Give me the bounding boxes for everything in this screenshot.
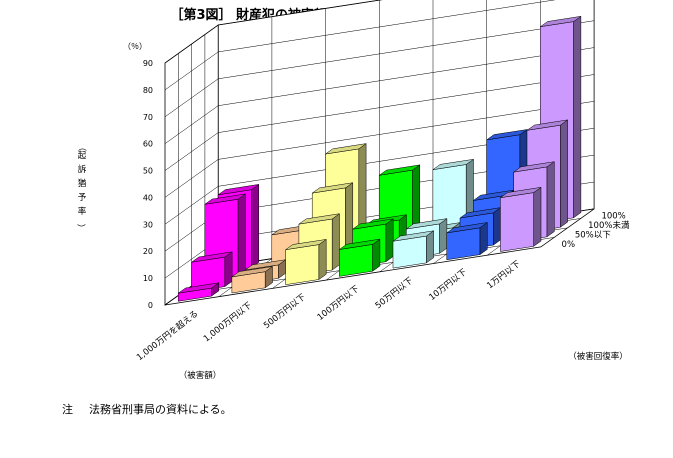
bar-side	[372, 238, 381, 272]
z-axis-title: （被害回復率）	[568, 351, 628, 362]
bar-front	[339, 244, 373, 277]
z-series-label: 50%以下	[575, 231, 611, 241]
x-category-label: 10万円以下	[427, 267, 469, 303]
bar-top	[204, 193, 246, 205]
bar-front	[392, 235, 427, 269]
y-tick-label: 50	[143, 167, 153, 176]
y-tick-label: 0	[148, 301, 153, 310]
gridline-y	[164, 0, 556, 91]
bar-2-0	[285, 238, 327, 285]
bar-side	[479, 222, 488, 256]
z-series-label: 0%	[562, 240, 576, 250]
bar-front	[500, 192, 534, 252]
bar-top	[486, 129, 528, 141]
bar-top	[526, 119, 568, 131]
y-label-char: 起	[78, 151, 87, 161]
chart-bars	[177, 15, 582, 302]
bar-side	[331, 213, 340, 271]
bar-side	[251, 183, 259, 269]
gridline-y	[164, 47, 595, 144]
bar-3-0	[339, 238, 381, 277]
bar-top	[231, 266, 273, 278]
bar-side	[426, 230, 434, 264]
gridline-y	[164, 74, 595, 171]
gridline-y	[164, 127, 595, 225]
y-tick-label: 10	[143, 274, 153, 283]
bar-top	[339, 238, 381, 250]
x-category-label: 1万円以下	[485, 259, 523, 291]
bar-top	[325, 143, 367, 155]
bar-1-0	[231, 266, 273, 294]
x-category-label: 50万円以下	[374, 275, 416, 311]
x-category-label: 500万円以下	[262, 292, 308, 331]
y-tick-label: 80	[143, 86, 153, 95]
y-label-char: 猶	[78, 178, 87, 189]
bar-side	[533, 186, 542, 247]
bar-side	[493, 207, 501, 246]
bar-top	[191, 251, 233, 263]
y-label-char: 訴	[78, 164, 87, 175]
bar-top	[513, 161, 555, 173]
bar-top	[500, 187, 542, 198]
bar-6-0	[500, 186, 542, 252]
bar-top	[312, 182, 353, 194]
source-note: 注 法務省刑事局の資料による。	[62, 401, 232, 417]
bar-front	[285, 244, 320, 285]
bar-0-0	[177, 282, 220, 302]
bar-side	[224, 251, 233, 288]
x-category-label: 1,000万円を超える	[134, 308, 200, 363]
y-label-paren-open: （	[76, 143, 87, 152]
bar-top	[379, 164, 420, 176]
x-category-label: 100万円以下	[316, 284, 362, 323]
y-tick-label: 20	[143, 247, 153, 256]
y-tick-label: 60	[143, 140, 153, 149]
y-label-paren-close: ）	[75, 224, 86, 233]
y-tick-label: 30	[143, 220, 153, 229]
y-unit-label: （％）	[123, 42, 147, 51]
z-series-label: 100%	[601, 212, 625, 222]
bar-side	[439, 218, 448, 254]
gridline-y	[164, 101, 595, 198]
y-tick-label: 70	[143, 113, 153, 122]
note-text: 法務省刑事局の資料による。	[89, 403, 232, 416]
bar-top	[178, 282, 219, 294]
gridline-y	[164, 20, 595, 118]
note-prefix: 注	[62, 403, 73, 416]
bar-side	[560, 119, 568, 228]
bar-5-0	[446, 222, 488, 261]
bar-side	[546, 161, 555, 238]
y-label-char: 予	[78, 193, 87, 203]
bar-top	[540, 16, 582, 27]
bar-top	[217, 184, 259, 196]
bar-top	[392, 230, 434, 242]
z-series-label: 100%未満	[588, 220, 630, 231]
bar-side	[318, 238, 327, 280]
y-label-char: 率	[78, 206, 87, 217]
y-tick-label: 40	[143, 193, 153, 202]
bar-top	[352, 218, 394, 230]
bar-top	[406, 218, 448, 230]
bar-4-0	[392, 230, 434, 269]
bar-side	[385, 218, 394, 263]
x-axis-title: （被害額）	[179, 370, 222, 381]
bar-side	[237, 193, 246, 278]
bar-front	[446, 227, 481, 261]
bar-top	[446, 222, 488, 234]
bar-top	[285, 239, 327, 250]
bar-top	[432, 159, 474, 170]
bar-side	[573, 15, 582, 219]
gridline-y	[164, 0, 382, 64]
x-category-label: 1,000万円以下	[202, 300, 255, 344]
bar-top	[298, 213, 340, 225]
y-tick-label: 90	[143, 59, 153, 68]
